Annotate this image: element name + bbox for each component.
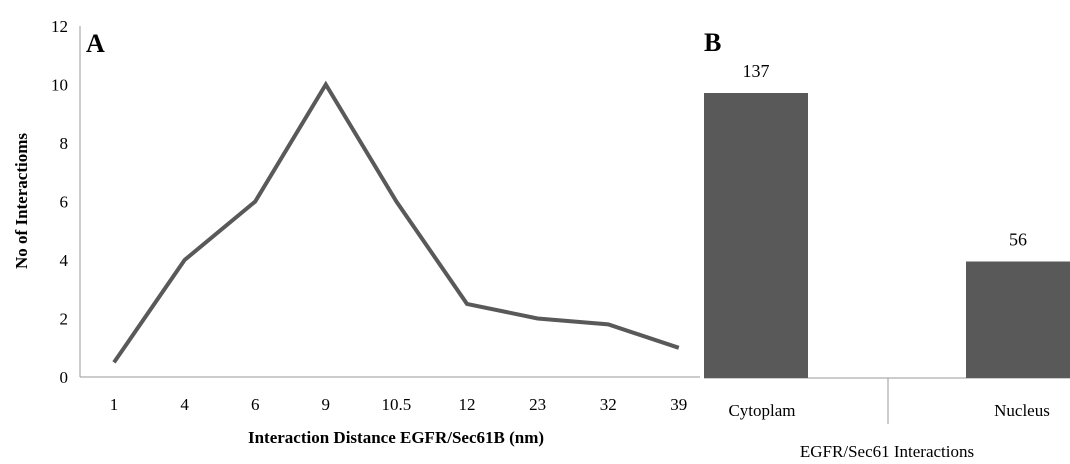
panel-a-y-tick-label: 4 xyxy=(60,251,69,270)
panel-a-x-ticks: 1 4 6 9 10.5 12 23 32 39 xyxy=(110,395,688,414)
panel-a-x-tick-label: 4 xyxy=(180,395,189,414)
panel-a-x-tick-label: 9 xyxy=(322,395,331,414)
panel-a-letter: A xyxy=(86,29,105,58)
panel-b-data-label: 56 xyxy=(1009,230,1027,250)
panel-a-y-tick-label: 6 xyxy=(60,193,69,212)
panel-b-category-label: Cytoplam xyxy=(728,401,795,420)
panel-a-y-tick-label: 0 xyxy=(60,368,69,387)
panel-a-y-tick-label: 10 xyxy=(51,76,68,95)
panel-a-x-tick-label: 6 xyxy=(251,395,260,414)
panel-b-data-label: 137 xyxy=(743,61,770,81)
panel-b-bar xyxy=(966,261,1070,378)
panel-a-x-tick-label: 39 xyxy=(670,395,687,414)
panel-a-y-ticks: 0 2 4 6 8 10 12 xyxy=(51,17,69,387)
panel-a-y-tick-label: 8 xyxy=(60,134,69,153)
panel-b-category-labels: Cytoplam Nucleus xyxy=(728,401,1049,420)
panel-b-data-labels: 137 56 xyxy=(743,61,1028,250)
panel-a-x-tick-label: 32 xyxy=(600,395,617,414)
panel-a-series-line xyxy=(112,80,680,364)
panel-a-x-axis-title: Interaction Distance EGFR/Sec61B (nm) xyxy=(248,428,544,447)
panel-a-y-tick-label: 12 xyxy=(51,17,68,36)
panel-b-bar-chart: B 137 56 Cytoplam Nucleus EGFR/Sec61 Inter… xyxy=(704,28,1070,461)
panel-a-series xyxy=(112,80,680,364)
panel-a-y-tick-label: 2 xyxy=(60,310,69,329)
panel-a-x-tick-label: 12 xyxy=(459,395,476,414)
panel-a-x-tick-label: 1 xyxy=(110,395,119,414)
panel-b-bars xyxy=(704,93,1070,378)
panel-a-x-tick-label: 10.5 xyxy=(382,395,412,414)
panel-b-x-axis-title: EGFR/Sec61 Interactions xyxy=(800,442,974,461)
panel-b-letter: B xyxy=(704,28,721,57)
panel-b-category-label: Nucleus xyxy=(994,401,1050,420)
panel-a-x-tick-label: 23 xyxy=(529,395,546,414)
panel-a-y-axis-title: No of Interactioms xyxy=(12,133,31,269)
panel-b-bar xyxy=(704,93,808,378)
